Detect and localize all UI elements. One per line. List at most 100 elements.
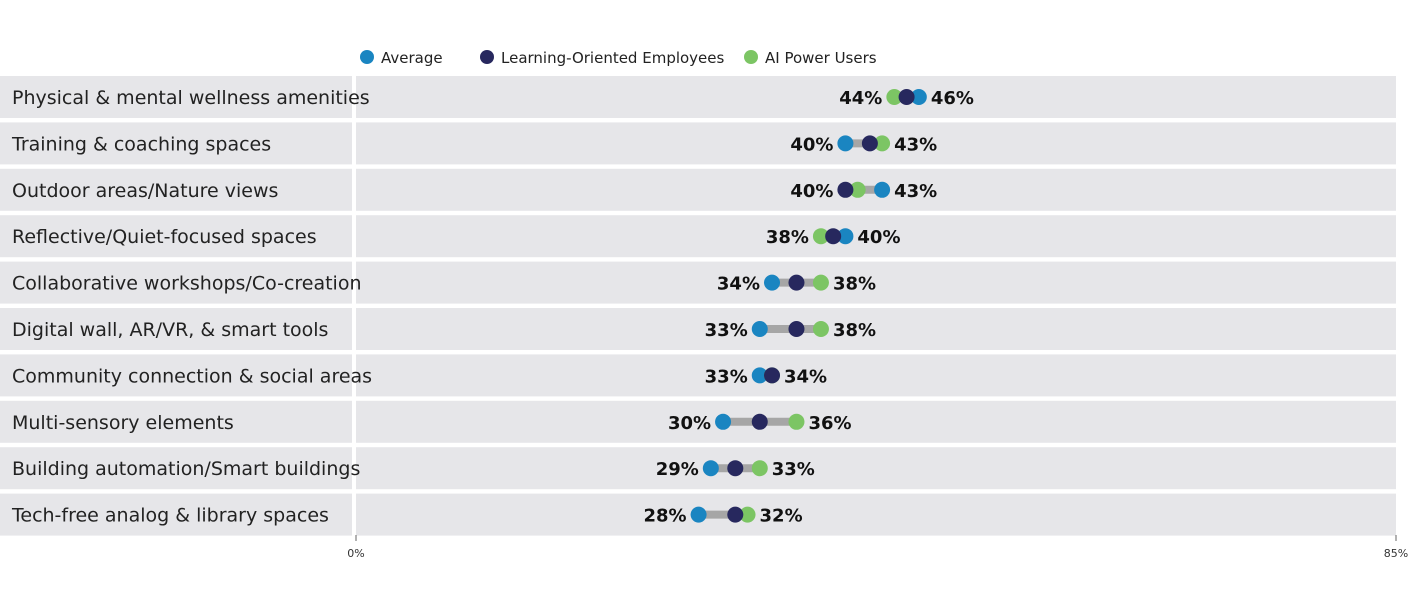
point-learning-oriented-employees (825, 228, 842, 245)
min-value-label: 29% (656, 459, 699, 480)
row-plot-background (356, 76, 1396, 118)
row-plot-background (356, 447, 1396, 490)
chart-rows: Physical & mental wellness amenities 44% 4… (0, 76, 1396, 536)
row-label-background (0, 447, 352, 490)
max-value-label: 40% (857, 227, 900, 248)
legend-label-average: Average (381, 49, 443, 67)
row-label-background (0, 493, 352, 536)
x-axis-tick-label-start: 0% (347, 547, 364, 560)
legend-item-ai-power-users: AI Power Users (744, 49, 877, 67)
point-learning-oriented-employees (788, 274, 805, 291)
row-label-background (0, 76, 352, 118)
point-average (751, 367, 768, 384)
max-value-label: 36% (808, 413, 851, 434)
point-learning-oriented-employees (861, 135, 878, 152)
point-ai-power-users (751, 460, 768, 477)
legend-marker-average (360, 50, 374, 64)
point-ai-power-users (812, 321, 829, 337)
category-label: Physical & mental wellness amenities (12, 87, 370, 109)
category-label: Community connection & social areas (12, 365, 372, 387)
point-average (690, 506, 707, 523)
min-value-label: 33% (705, 366, 748, 387)
row-collaborative-workshops-co-creation: Collaborative workshops/Co-creation 34% 38… (0, 261, 1396, 304)
legend: Average Learning-Oriented Employees AI Pow… (360, 49, 877, 67)
category-label: Outdoor areas/Nature views (12, 180, 278, 202)
point-learning-oriented-employees (727, 460, 744, 477)
point-ai-power-users (849, 181, 866, 198)
point-ai-power-users (788, 413, 805, 430)
max-value-label: 38% (833, 274, 876, 295)
row-label-background (0, 261, 352, 304)
point-average (874, 181, 891, 198)
point-learning-oriented-employees (764, 367, 780, 384)
min-value-label: 33% (705, 320, 748, 341)
point-ai-power-users (874, 135, 891, 152)
row-plot-background (356, 354, 1396, 397)
row-digital-wall-ar-vr-smart-tools: Digital wall, AR/VR, & smart tools 33% 38% (0, 308, 1396, 350)
row-label-background (0, 168, 352, 211)
min-value-label: 40% (790, 181, 833, 202)
legend-label-ai-power-users: AI Power Users (765, 49, 877, 67)
max-value-label: 32% (760, 506, 803, 527)
category-label: Digital wall, AR/VR, & smart tools (12, 319, 328, 341)
min-value-label: 38% (766, 227, 809, 248)
category-label: Building automation/Smart buildings (12, 458, 360, 480)
row-tech-free-analog-library-spaces: Tech-free analog & library spaces 28% 32% (0, 493, 1396, 536)
point-ai-power-users (739, 506, 756, 523)
min-value-label: 44% (839, 88, 882, 109)
point-average (751, 321, 768, 337)
min-value-label: 40% (790, 134, 833, 155)
row-label-background (0, 308, 352, 350)
min-value-label: 34% (717, 274, 760, 295)
row-plot-background (356, 493, 1396, 536)
max-value-label: 46% (931, 88, 974, 109)
point-average (715, 413, 732, 430)
point-average (910, 89, 927, 105)
row-label-background (0, 400, 352, 443)
max-value-label: 38% (833, 320, 876, 341)
row-outdoor-areas-nature-views: Outdoor areas/Nature views 40% 43% (0, 168, 1396, 211)
row-building-automation-smart-buildings: Building automation/Smart buildings 29% 33… (0, 447, 1396, 490)
max-value-label: 33% (772, 459, 815, 480)
category-label: Reflective/Quiet-focused spaces (12, 226, 317, 248)
row-plot-background (356, 308, 1396, 350)
x-axis: 0% 85% (347, 535, 1408, 560)
row-community-connection-social-areas: Community connection & social areas 33% 34… (0, 354, 1396, 397)
row-label-background (0, 354, 352, 397)
x-axis-tick-label-end: 85% (1384, 547, 1408, 560)
min-value-label: 30% (668, 413, 711, 434)
row-reflective-quiet-focused-spaces: Reflective/Quiet-focused spaces 38% 40% (0, 215, 1396, 258)
category-label: Training & coaching spaces (11, 133, 271, 155)
row-label-background (0, 122, 352, 165)
row-plot-background (356, 261, 1396, 304)
point-learning-oriented-employees (751, 413, 768, 430)
max-value-label: 43% (894, 181, 937, 202)
row-label-background (0, 215, 352, 258)
category-label: Collaborative workshops/Co-creation (12, 273, 362, 295)
point-average (702, 460, 719, 477)
point-average (837, 135, 854, 152)
row-physical-mental-wellness-amenities: Physical & mental wellness amenities 44% 4… (0, 76, 1396, 118)
legend-item-learning-oriented-employees: Learning-Oriented Employees (480, 49, 725, 67)
row-plot-background (356, 400, 1396, 443)
point-ai-power-users (812, 228, 829, 245)
point-average (764, 274, 780, 291)
row-plot-background (356, 215, 1396, 258)
point-learning-oriented-employees (727, 506, 744, 523)
point-average (837, 228, 854, 245)
point-learning-oriented-employees (898, 89, 915, 105)
point-learning-oriented-employees (788, 321, 805, 337)
min-value-label: 28% (643, 506, 686, 527)
legend-marker-learning-oriented-employees (480, 50, 494, 64)
max-value-label: 43% (894, 134, 937, 155)
legend-item-average: Average (360, 49, 443, 67)
row-training-coaching-spaces: Training & coaching spaces 40% 43% (0, 122, 1396, 165)
max-value-label: 34% (784, 366, 827, 387)
point-learning-oriented-employees (837, 181, 854, 198)
legend-marker-ai-power-users (744, 50, 758, 64)
category-label: Tech-free analog & library spaces (11, 505, 329, 527)
point-ai-power-users (812, 274, 829, 291)
legend-label-learning-oriented-employees: Learning-Oriented Employees (501, 49, 725, 67)
category-label: Multi-sensory elements (12, 412, 234, 434)
